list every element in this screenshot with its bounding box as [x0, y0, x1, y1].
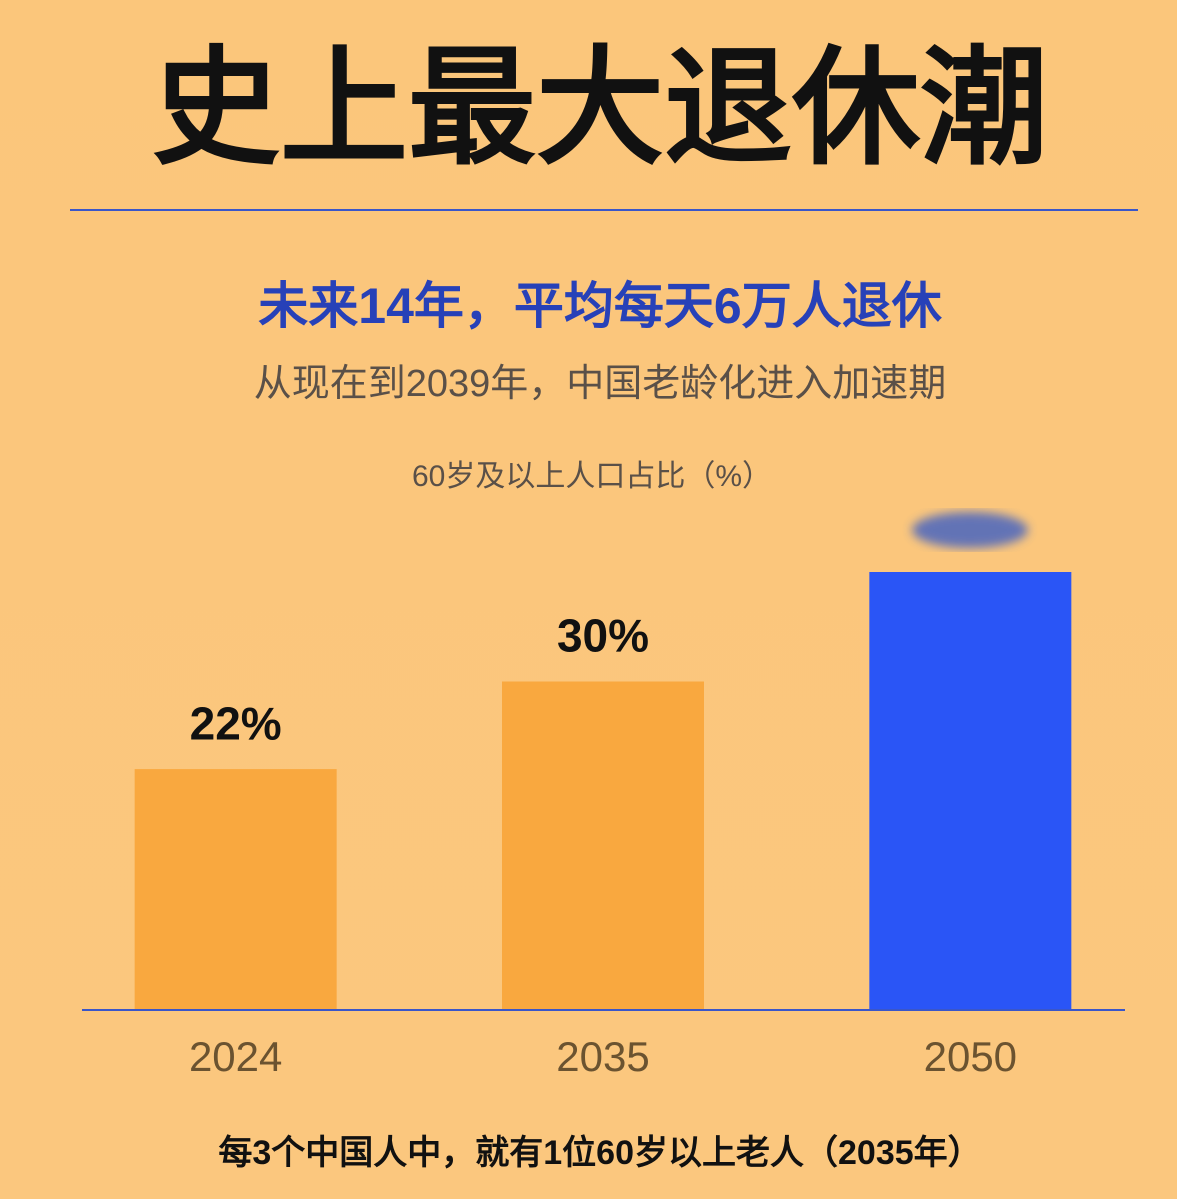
- bar: [134, 769, 337, 1010]
- chart-title: 史上最大退休潮: [152, 37, 1048, 180]
- bar: [869, 572, 1072, 1010]
- x-tick-label: 2050: [924, 1033, 1017, 1080]
- x-tick-label: 2024: [189, 1033, 282, 1080]
- subtitle: 未来14年，平均每天6万人退休: [258, 278, 942, 334]
- obscured-label: [912, 512, 1028, 548]
- footnote: 每3个中国人中，就有1位60岁以上老人（2035年）: [218, 1133, 981, 1172]
- x-tick-label: 2035: [556, 1033, 649, 1080]
- y-axis-label: 60岁及以上人口占比（%）: [412, 460, 772, 493]
- plot-area: 2024 22% 2035 30% 2050: [134, 572, 1072, 1080]
- value-label: 22%: [190, 697, 282, 749]
- bar: [502, 681, 704, 1010]
- subtitle-2: 从现在到2039年，中国老龄化进入加速期: [254, 363, 947, 405]
- value-label: 30%: [557, 610, 649, 662]
